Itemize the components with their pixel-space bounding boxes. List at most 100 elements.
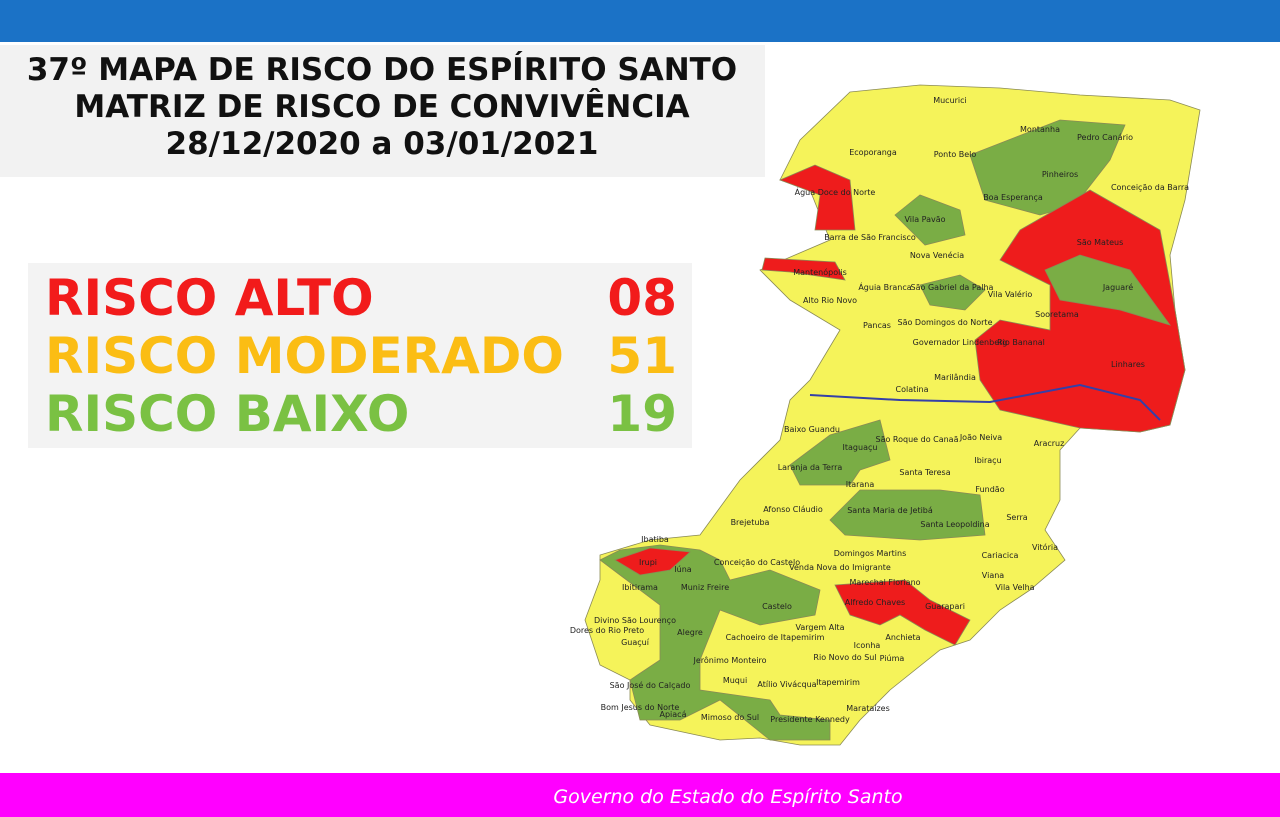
municipality-label: Conceição do Castelo xyxy=(714,558,800,567)
municipality-label: Castelo xyxy=(762,602,792,611)
municipality-label: Domingos Martins xyxy=(834,549,907,558)
municipality-label: Atílio Vivácqua xyxy=(757,680,816,689)
legend-count: 19 xyxy=(607,385,677,443)
municipality-label: Boa Esperança xyxy=(983,193,1043,202)
municipality-label: Vitória xyxy=(1032,542,1058,552)
municipality-label: Cariacica xyxy=(982,551,1019,560)
municipality-label: Montanha xyxy=(1020,125,1060,134)
municipality-label: Muqui xyxy=(723,676,747,685)
municipality-label: Anchieta xyxy=(885,633,920,642)
municipality-label: Muniz Freire xyxy=(681,583,729,592)
municipality-label: Bom Jesus do Norte xyxy=(601,703,680,712)
municipality-label: Venda Nova do Imigrante xyxy=(789,563,891,572)
municipality-label: Ibatiba xyxy=(641,535,669,544)
high-risk-area xyxy=(614,547,691,576)
municipality-label: Santa Teresa xyxy=(899,468,950,477)
municipality-label: Vila Valério xyxy=(988,289,1033,299)
municipality-label: Ponto Belo xyxy=(934,150,977,159)
municipality-label: Itaguaçu xyxy=(843,443,878,452)
municipality-label: Piúma xyxy=(880,654,905,663)
municipality-label: Governador Lindenberg xyxy=(913,338,1008,347)
municipality-label: Cachoeiro de Itapemirim xyxy=(726,633,825,642)
municipality-label: Apiacá xyxy=(660,710,687,719)
municipality-label: Sooretama xyxy=(1035,310,1079,319)
municipality-label: Marilândia xyxy=(934,373,976,382)
municipality-label: Dores do Rio Preto xyxy=(570,626,644,635)
legend-label: RISCO BAIXO xyxy=(45,385,409,443)
high-risk-area xyxy=(834,579,971,646)
municipality-label: Alto Rio Novo xyxy=(803,296,857,305)
municipality-label: Ibiraçu xyxy=(974,456,1001,465)
municipality-label: Água Doce do Norte xyxy=(795,186,876,197)
municipality-label: Mucurici xyxy=(933,96,967,105)
footer-text: Governo do Estado do Espírito Santo xyxy=(553,786,902,808)
municipality-label: Viana xyxy=(982,571,1004,580)
low-risk-area xyxy=(599,544,831,741)
municipality-label: Águia Branca xyxy=(858,281,911,292)
municipality-label: Presidente Kennedy xyxy=(770,715,850,724)
municipality-label: Itarana xyxy=(846,480,875,489)
municipality-label: Vargem Alta xyxy=(796,623,845,632)
top-bar xyxy=(0,0,1280,42)
legend-label: RISCO MODERADO xyxy=(45,327,564,385)
municipality-label: Jaguaré xyxy=(1102,282,1133,292)
municipality-label: Irupi xyxy=(639,558,657,567)
legend-count: 08 xyxy=(607,269,677,327)
high-risk-area xyxy=(761,257,846,281)
river xyxy=(809,383,1161,421)
municipality-label: Ecoporanga xyxy=(849,148,897,157)
municipality-label: Rio Novo do Sul xyxy=(813,653,876,662)
municipality-label: Marataízes xyxy=(846,704,890,713)
municipality-label: Serra xyxy=(1006,513,1027,522)
title-line: MATRIZ DE RISCO DE CONVIVÊNCIA xyxy=(74,89,689,125)
municipality-label: Guarapari xyxy=(925,602,965,611)
municipality-label: Rio Bananal xyxy=(997,338,1045,347)
municipality-label: São Gabriel da Palha xyxy=(911,283,994,292)
municipality-label: Nova Venécia xyxy=(910,250,964,260)
low-risk-area xyxy=(1044,254,1172,326)
municipality-label: Santa Leopoldina xyxy=(920,520,989,529)
municipality-label: Itapemirim xyxy=(816,678,860,687)
municipality-label: São José do Calçado xyxy=(610,680,691,690)
municipality-label: Brejetuba xyxy=(731,518,770,527)
municipality-label: Pedro Canário xyxy=(1077,133,1133,142)
municipality-label: São Domingos do Norte xyxy=(898,318,993,327)
municipality-label: Santa Maria de Jetibá xyxy=(847,506,933,515)
footer-bar xyxy=(0,773,1280,817)
low-risk-area xyxy=(919,274,986,311)
municipality-label: João Neiva xyxy=(959,433,1002,442)
municipality-label: Linhares xyxy=(1111,360,1145,369)
municipality-label: Afonso Cláudio xyxy=(763,505,823,514)
municipality-label: Vila Pavão xyxy=(904,215,945,224)
municipality-label: Baixo Guandu xyxy=(784,425,840,434)
municipality-label: Pancas xyxy=(863,321,891,330)
municipality-label: Vila Velha xyxy=(995,583,1034,592)
municipality-label: Conceição da Barra xyxy=(1111,183,1189,192)
municipality-label: Mimoso do Sul xyxy=(701,713,759,722)
title-line: 37º MAPA DE RISCO DO ESPÍRITO SANTO xyxy=(27,52,737,88)
low-risk-area xyxy=(789,419,891,486)
legend-label: RISCO ALTO xyxy=(45,269,374,327)
municipality-label: Alfredo Chaves xyxy=(845,598,905,607)
high-risk-area xyxy=(778,164,856,231)
map xyxy=(584,84,1201,746)
municipality-label: Pinheiros xyxy=(1042,170,1078,179)
municipality-label: Mantenópolis xyxy=(793,267,846,277)
legend-box xyxy=(28,263,692,448)
municipality-label: São Roque do Canaã xyxy=(875,435,958,444)
municipality-label: Colatina xyxy=(896,385,929,394)
municipality-label: Marechal Floriano xyxy=(849,578,920,587)
title-box xyxy=(0,45,765,177)
low-risk-area xyxy=(829,489,986,541)
municipality-label: Divino São Lourenço xyxy=(594,616,676,625)
municipality-label: Alegre xyxy=(677,628,703,637)
municipality-label: Iconha xyxy=(854,641,881,650)
municipality-label: Guaçuí xyxy=(621,638,650,647)
title-line: 28/12/2020 a 03/01/2021 xyxy=(166,126,599,162)
high-risk-area xyxy=(974,189,1186,433)
municipality-label: Fundão xyxy=(975,485,1004,494)
legend-count: 51 xyxy=(607,327,677,385)
low-risk-area xyxy=(894,194,966,246)
